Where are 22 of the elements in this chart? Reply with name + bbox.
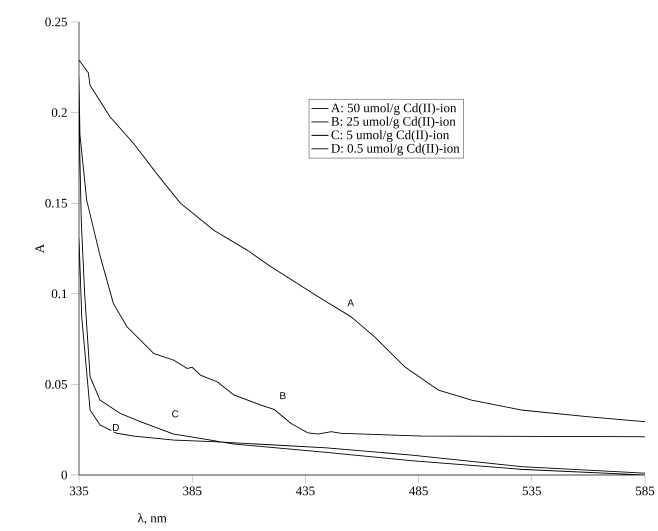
y-tick-label: 0.25 <box>45 18 67 26</box>
annotation: B <box>280 392 286 400</box>
y-tick-label: 0.15 <box>45 198 67 208</box>
x-tick-label: 535 <box>522 486 542 496</box>
legend-label: D: 0.5 umol/g Cd(II)-ion <box>331 144 460 156</box>
y-axis-title: A <box>35 244 44 254</box>
y-tick-label: 0.2 <box>52 108 67 117</box>
annotation: A <box>347 299 354 306</box>
x-axis-title: λ, nm <box>138 513 167 524</box>
y-tick-label: 0.05 <box>45 380 67 389</box>
legend-label: B: 25 umol/g Cd(II)-ion <box>331 116 456 128</box>
x-tick-label: 585 <box>636 486 654 496</box>
y-tick-label: 0.1 <box>52 289 67 298</box>
y-tick-label: 0 <box>62 470 67 480</box>
x-tick-label: 485 <box>409 486 428 496</box>
annotation: C <box>172 410 178 418</box>
legend-label: C: 5 umol/g Cd(II)-ion <box>331 130 450 142</box>
annotation: D <box>113 424 119 431</box>
legend-label: A: 50 umol/g Cd(II)-ion <box>331 103 456 115</box>
x-tick-label: 385 <box>183 486 202 496</box>
x-tick-label: 435 <box>296 486 315 496</box>
x-tick-label: 335 <box>70 486 88 496</box>
